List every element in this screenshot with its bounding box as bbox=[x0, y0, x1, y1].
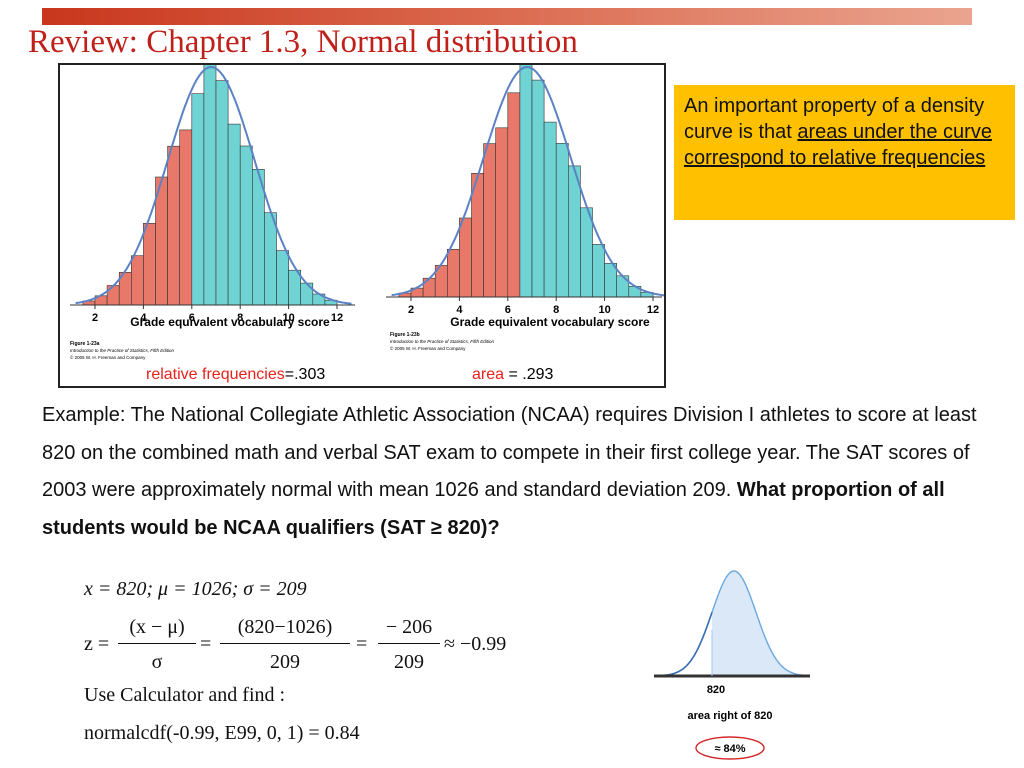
histogram-bar bbox=[106, 285, 120, 306]
histogram-bar bbox=[179, 129, 193, 306]
histogram-bar bbox=[459, 217, 472, 298]
x-tick-label: 2 bbox=[92, 312, 98, 324]
frac1-denominator: σ bbox=[151, 651, 163, 673]
callout-box: An important property of a density curve… bbox=[674, 85, 1015, 220]
area-caption: area right of 820 bbox=[688, 710, 773, 722]
histogram-bar bbox=[604, 263, 617, 298]
x-tick-label: 4 bbox=[140, 312, 147, 324]
histogram-bar bbox=[483, 143, 497, 298]
x-tick-label: 10 bbox=[598, 304, 610, 316]
callout-underlined-text: areas under the curve correspond to rela… bbox=[684, 121, 992, 169]
histogram-bar bbox=[543, 121, 557, 298]
histogram-bar bbox=[422, 277, 436, 298]
x-tick-label: 8 bbox=[553, 304, 559, 316]
equals-1: = bbox=[200, 633, 212, 655]
histogram-bar bbox=[555, 143, 569, 298]
example-question: What proportion of all students would be… bbox=[42, 479, 945, 539]
result-circle bbox=[695, 736, 765, 760]
histogram-bar bbox=[264, 212, 277, 306]
x-tick-label: 12 bbox=[331, 312, 343, 324]
histogram-bar bbox=[203, 65, 217, 306]
histogram-bar bbox=[239, 145, 253, 306]
histogram-left: 2 4 6 8 10 12 bbox=[70, 65, 355, 324]
histogram-bar bbox=[131, 255, 144, 306]
left-tail-curve bbox=[653, 612, 713, 677]
histogram-bar bbox=[227, 123, 241, 306]
left-xlabel: Grade equivalent vocabulary score bbox=[130, 315, 330, 329]
histogram-bar bbox=[531, 79, 545, 298]
cutoff-label: 820 bbox=[707, 684, 725, 696]
frac1-bar bbox=[118, 643, 196, 644]
histogram-bar bbox=[143, 223, 156, 306]
equals-2: = bbox=[356, 633, 368, 655]
histogram-bar bbox=[215, 80, 229, 306]
right-credit-1: Figure 1-23b bbox=[390, 332, 420, 338]
frac2-numerator: (820−1026) bbox=[237, 616, 333, 638]
x-tick-label: 8 bbox=[237, 312, 243, 324]
density-curve bbox=[75, 65, 352, 305]
histogram-bar bbox=[167, 145, 180, 306]
frac2-denominator: 209 bbox=[270, 651, 300, 673]
histogram-bar bbox=[592, 244, 605, 298]
left-credit-2: Introduction to the Practice of Statisti… bbox=[70, 348, 175, 353]
right-caption-value: = .293 bbox=[504, 366, 554, 383]
right-credit-3: © 2005 W. H. Freeman and Company bbox=[390, 345, 466, 351]
histogram-bar bbox=[519, 65, 533, 298]
histogram-figure: 2 4 6 8 10 12 2 4 6 8 10 12 Grade equivalent vocab… bbox=[58, 63, 666, 388]
calculator-instruction: Use Calculator and find : bbox=[84, 684, 286, 706]
histogram-bar bbox=[495, 127, 509, 298]
title-accent-bar bbox=[42, 8, 972, 25]
frac3-numerator: − 206 bbox=[385, 616, 433, 638]
z-label: z = bbox=[84, 633, 110, 655]
right-caption: area = .293 bbox=[472, 366, 553, 384]
frac2-bar bbox=[220, 643, 350, 644]
right-credit-2: Introduction to the Practice of Statisti… bbox=[390, 339, 495, 344]
histogram-right: 2 4 6 8 10 12 bbox=[386, 65, 664, 316]
x-tick-label: 12 bbox=[647, 304, 659, 316]
histogram-bar bbox=[446, 249, 460, 298]
left-caption-value: =.303 bbox=[284, 366, 326, 383]
x-tick-label: 4 bbox=[456, 304, 463, 316]
x-tick-label: 6 bbox=[505, 304, 511, 316]
frac3-bar bbox=[378, 643, 440, 644]
mini-curve-svg: 820 area right of 820 ≈ 84% bbox=[653, 570, 810, 760]
normalcdf-result: normalcdf(-0.99, E99, 0, 1) = 0.84 bbox=[84, 722, 360, 744]
right-xlabel: Grade equivalent vocabulary score bbox=[450, 315, 650, 329]
area-result: ≈ 84% bbox=[714, 743, 745, 755]
left-caption: relative frequencies=.303 bbox=[146, 366, 325, 384]
x-tick-label: 10 bbox=[282, 312, 294, 324]
left-caption-label: relative frequencies bbox=[146, 366, 285, 383]
right-caption-label: area bbox=[472, 366, 505, 383]
x-tick-label: 2 bbox=[408, 304, 414, 316]
histogram-svg: 2 4 6 8 10 12 2 4 6 8 10 12 Grade equivalent vocab… bbox=[70, 65, 664, 360]
z-result: ≈ −0.99 bbox=[444, 633, 507, 655]
histogram-bar bbox=[507, 92, 521, 298]
example-paragraph: Example: The National Collegiate Athleti… bbox=[42, 397, 982, 547]
callout-text: An important property of a density curve… bbox=[684, 95, 985, 143]
frac1-numerator: (x − μ) bbox=[129, 616, 185, 638]
histogram-bar bbox=[580, 207, 593, 298]
example-text: Example: The National Collegiate Athleti… bbox=[42, 404, 977, 502]
frac3-denominator: 209 bbox=[394, 651, 424, 673]
histogram-bar bbox=[191, 93, 205, 306]
density-curve bbox=[391, 65, 664, 297]
slide-title: Review: Chapter 1.3, Normal distribution bbox=[28, 24, 578, 60]
x-tick-label: 6 bbox=[189, 312, 195, 324]
shaded-area bbox=[712, 571, 810, 676]
histogram-bar bbox=[276, 250, 289, 306]
left-credit-1: Figure 1-23a bbox=[70, 341, 100, 347]
area-right-curve: 820 area right of 820 ≈ 84% bbox=[650, 553, 815, 763]
left-credit-3: © 2005 W. H. Freeman and Company bbox=[70, 354, 146, 360]
given-values: x = 820; μ = 1026; σ = 209 bbox=[84, 578, 307, 600]
histogram-bar bbox=[288, 269, 302, 306]
